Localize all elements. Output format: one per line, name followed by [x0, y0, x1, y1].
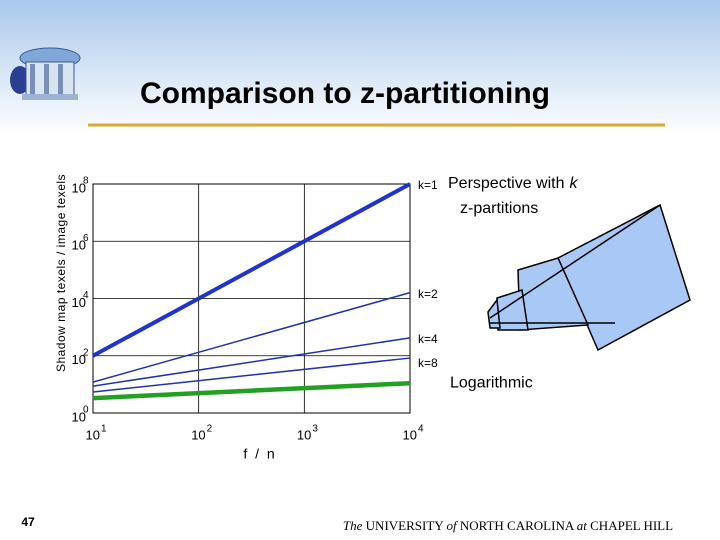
- y-tick-label: 10: [72, 352, 86, 367]
- x-tick-exponent: 3: [312, 424, 318, 435]
- x-tick-exponent: 4: [418, 424, 424, 435]
- y-axis-label: Shadow map texels / image texels: [54, 174, 68, 372]
- y-tick-label: 10: [72, 409, 86, 424]
- y-tick-exponent: 6: [83, 233, 89, 244]
- series-annotation: Logarithmic: [450, 374, 533, 391]
- annotation-text: k: [570, 175, 579, 192]
- y-tick-exponent: 2: [83, 347, 89, 358]
- page-number: 47: [21, 515, 35, 529]
- series-line: [92, 337, 411, 387]
- series-line: [92, 357, 411, 393]
- y-tick-exponent: 8: [83, 176, 89, 187]
- frustum-illustration: [487, 203, 691, 352]
- x-tick-exponent: 1: [101, 424, 107, 435]
- series-label: k=8: [418, 356, 438, 370]
- annotation: Perspective with k z-partitions: [448, 175, 579, 217]
- y-tick-exponent: 0: [83, 405, 89, 416]
- x-tick-label: 10: [403, 427, 417, 442]
- y-tick-label: 10: [72, 238, 86, 253]
- x-tick-label: 10: [86, 427, 100, 442]
- x-tick-label: 10: [191, 427, 205, 442]
- footer-part: CHAPEL HILL: [590, 518, 673, 533]
- series-line: [92, 291, 411, 383]
- plot-frame: [92, 183, 411, 414]
- series-label: k=4: [418, 332, 438, 346]
- x-tick-label: 10: [297, 427, 311, 442]
- y-tick-label: 10: [72, 180, 86, 195]
- footer-part: of: [446, 518, 459, 533]
- slide-title: Comparison to z-partitioning: [140, 77, 550, 110]
- footer-part: UNIVERSITY: [366, 518, 445, 533]
- series-line: [92, 182, 411, 358]
- x-tick-exponent: 2: [207, 424, 213, 435]
- y-tick-exponent: 4: [83, 290, 89, 301]
- y-tick-label: 10: [72, 295, 86, 310]
- footer-part: NORTH CAROLINA: [460, 518, 575, 533]
- footer-part: The: [343, 518, 363, 533]
- footer-part: at: [577, 518, 588, 533]
- series-label: k=1: [418, 178, 438, 192]
- annotation-text: Perspective with: [448, 175, 565, 192]
- footer: The UNIVERSITY of NORTH CAROLINA at CHAP…: [343, 518, 673, 533]
- series-line: [92, 380, 411, 401]
- x-axis-label: f / n: [243, 446, 276, 462]
- annotation-text: z-partitions: [460, 200, 538, 217]
- logo: [10, 47, 81, 100]
- series-label: k=2: [418, 287, 438, 301]
